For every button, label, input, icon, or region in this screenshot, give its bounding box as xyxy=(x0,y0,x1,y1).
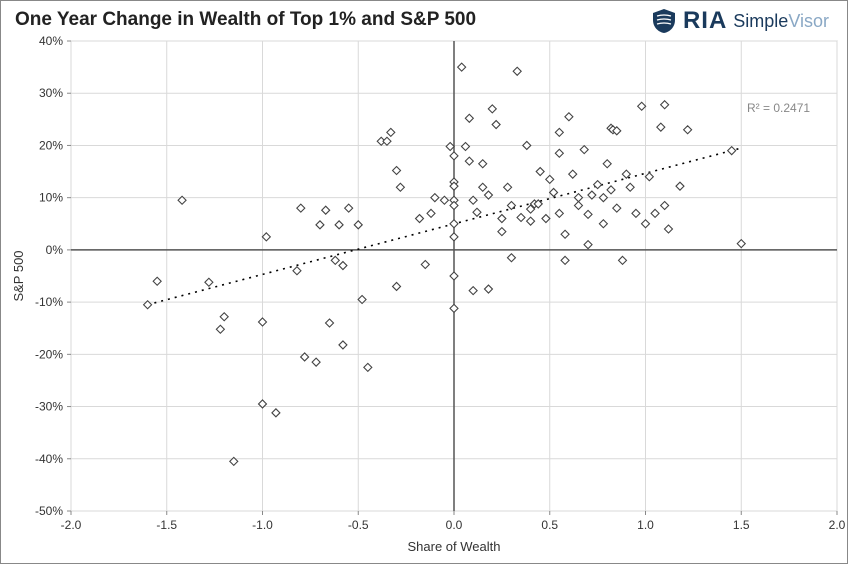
svg-text:40%: 40% xyxy=(39,34,63,48)
svg-text:-1.0: -1.0 xyxy=(252,518,273,532)
svg-text:1.5: 1.5 xyxy=(733,518,750,532)
svg-text:-1.5: -1.5 xyxy=(156,518,177,532)
svg-text:Share of Wealth: Share of Wealth xyxy=(408,539,501,554)
svg-text:-2.0: -2.0 xyxy=(61,518,82,532)
r-squared-label: R² = 0.2471 xyxy=(747,101,810,115)
svg-text:30%: 30% xyxy=(39,86,63,100)
svg-text:S&P 500: S&P 500 xyxy=(11,250,26,301)
svg-text:-10%: -10% xyxy=(35,295,63,309)
svg-text:-20%: -20% xyxy=(35,347,63,361)
svg-text:-30%: -30% xyxy=(35,400,63,414)
svg-text:0.0: 0.0 xyxy=(446,518,463,532)
svg-text:-0.5: -0.5 xyxy=(348,518,369,532)
chart-container: One Year Change in Wealth of Top 1% and … xyxy=(0,0,848,564)
svg-text:-50%: -50% xyxy=(35,504,63,518)
scatter-chart: -50% -40% -30% -20% -10% 0% 10% 20% 30% 40% -2.0 -1… xyxy=(1,1,848,565)
svg-text:2.0: 2.0 xyxy=(829,518,846,532)
svg-text:0.5: 0.5 xyxy=(541,518,558,532)
svg-text:10%: 10% xyxy=(39,191,63,205)
svg-text:1.0: 1.0 xyxy=(637,518,654,532)
svg-text:20%: 20% xyxy=(39,138,63,152)
svg-text:0%: 0% xyxy=(46,243,64,257)
svg-text:-40%: -40% xyxy=(35,452,63,466)
